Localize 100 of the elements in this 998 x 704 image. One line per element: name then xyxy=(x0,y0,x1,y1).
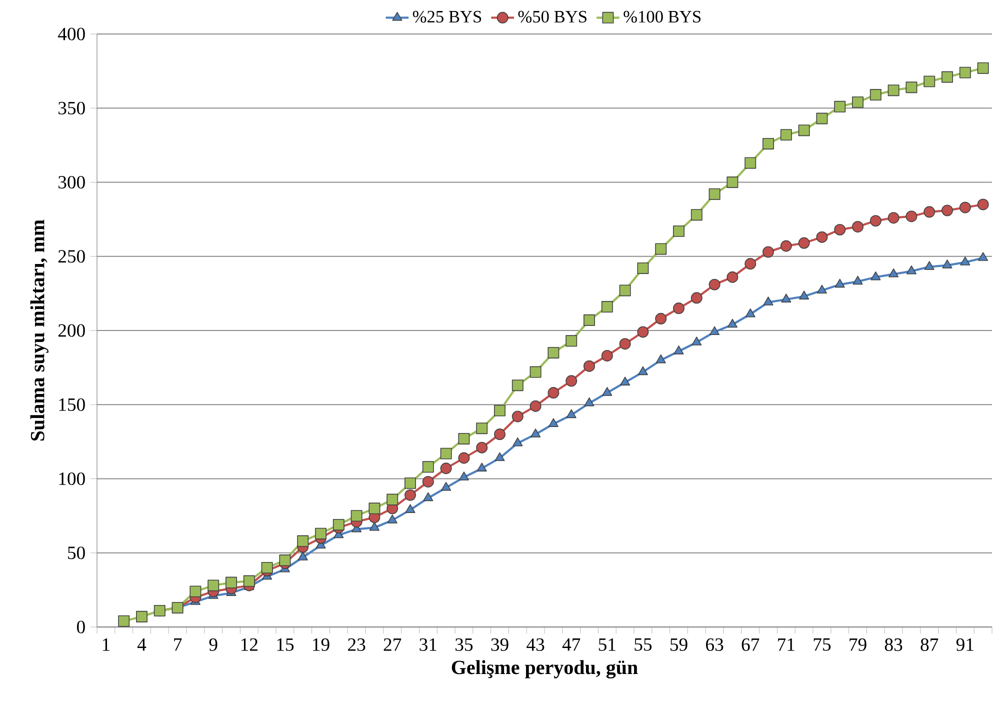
y-tick-label: 100 xyxy=(59,472,85,486)
x-tick-label: 23 xyxy=(348,638,366,651)
point xyxy=(619,338,631,350)
point xyxy=(512,437,523,446)
y-tick-label: 0 xyxy=(77,620,85,634)
point xyxy=(530,366,542,378)
point xyxy=(637,262,649,274)
point xyxy=(530,400,542,412)
point xyxy=(512,410,524,422)
x-tick-label: 55 xyxy=(634,638,652,651)
x-tick-label: 91 xyxy=(956,638,974,651)
point xyxy=(566,335,578,347)
point xyxy=(816,284,827,294)
point xyxy=(584,360,595,372)
point xyxy=(440,462,452,474)
point xyxy=(906,82,918,94)
point xyxy=(530,428,541,438)
point xyxy=(279,554,291,566)
point xyxy=(369,522,380,531)
point xyxy=(494,452,505,462)
point xyxy=(870,89,882,101)
point xyxy=(548,347,560,358)
y-tick-label: 350 xyxy=(58,102,85,114)
point xyxy=(763,296,774,306)
point xyxy=(959,66,971,78)
point xyxy=(476,422,488,434)
point xyxy=(566,409,576,418)
point xyxy=(745,308,756,318)
point xyxy=(906,265,916,274)
point xyxy=(368,502,380,514)
point xyxy=(441,482,452,491)
point xyxy=(602,387,612,396)
point xyxy=(494,404,506,416)
point xyxy=(674,346,684,354)
point xyxy=(744,157,756,169)
point xyxy=(619,284,631,296)
point xyxy=(422,476,434,488)
point xyxy=(977,62,989,74)
x-tick-label: 79 xyxy=(850,638,866,651)
point xyxy=(708,278,720,290)
point xyxy=(978,252,988,261)
point xyxy=(780,129,792,141)
x-tick-label: 7 xyxy=(174,638,182,651)
point xyxy=(888,268,899,278)
point xyxy=(727,318,738,328)
point xyxy=(781,294,792,302)
point xyxy=(387,514,398,524)
point xyxy=(690,209,702,221)
point xyxy=(405,504,416,513)
point xyxy=(638,366,648,376)
point xyxy=(118,615,130,627)
point xyxy=(476,442,488,454)
point xyxy=(601,301,613,313)
point xyxy=(566,375,578,387)
point xyxy=(798,237,810,249)
point xyxy=(673,302,684,314)
legend-label: %25 BYS xyxy=(412,10,482,23)
point xyxy=(924,76,936,88)
y-tick-label: 250 xyxy=(58,250,85,263)
x-tick-label: 75 xyxy=(814,638,831,651)
point xyxy=(852,96,864,108)
point xyxy=(942,260,952,268)
x-tick-label: 63 xyxy=(706,638,724,651)
point xyxy=(744,258,756,270)
point xyxy=(762,138,774,150)
x-tick-label: 12 xyxy=(241,638,258,651)
point xyxy=(261,562,273,574)
x-tick-label: 51 xyxy=(598,638,616,651)
point xyxy=(190,586,202,598)
y-tick-label: 50 xyxy=(68,546,85,560)
y-tick-label: 400 xyxy=(58,28,85,40)
legend-label: %50 BYS xyxy=(518,10,586,23)
point xyxy=(710,326,720,336)
point xyxy=(458,472,469,480)
point xyxy=(834,278,845,288)
point xyxy=(977,198,989,210)
x-tick-label: 9 xyxy=(209,638,218,651)
point xyxy=(888,212,900,224)
point xyxy=(350,510,362,522)
point xyxy=(332,518,344,530)
point xyxy=(906,210,918,222)
point xyxy=(870,215,882,227)
point xyxy=(708,188,720,200)
point xyxy=(870,271,881,280)
point xyxy=(386,494,398,506)
point xyxy=(816,231,828,243)
point xyxy=(637,326,649,338)
x-tick-label: 71 xyxy=(778,638,794,651)
point xyxy=(298,552,308,560)
point xyxy=(888,84,900,96)
legend-label: %100 BYS xyxy=(624,10,700,23)
x-tick-label: 35 xyxy=(456,638,473,651)
point xyxy=(673,225,684,237)
x-tick-label: 83 xyxy=(884,638,902,651)
point xyxy=(243,575,255,587)
y-axis-title: Sulama suyu miktarı, mm xyxy=(30,220,48,441)
x-tick-label: 59 xyxy=(670,638,688,651)
x-tick-label: 19 xyxy=(313,638,330,651)
point xyxy=(690,292,702,304)
point xyxy=(226,576,237,588)
